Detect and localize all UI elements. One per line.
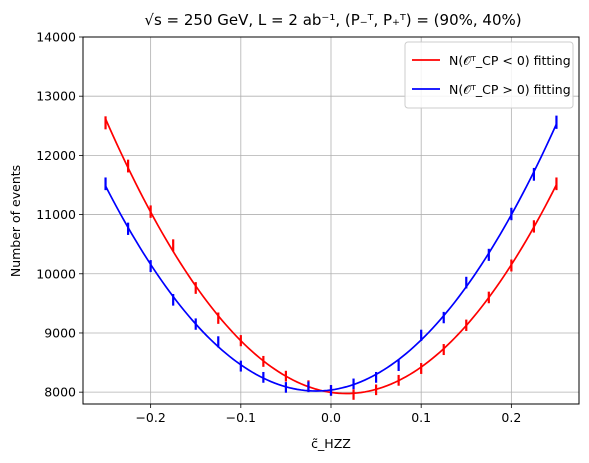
y-tick-label: 12000 [36,148,76,163]
x-axis: −0.2 −0.1 0.0 0.1 0.2 [135,404,521,425]
y-tick-label: 10000 [36,266,76,281]
legend-label-red: N(𝒪ᵀ_CP < 0) fitting [449,53,571,68]
x-axis-title: c̃_HZZ [311,436,351,451]
y-tick-label: 8000 [44,385,76,400]
x-tick-label: −0.1 [226,410,256,425]
y-axis: 8000 9000 10000 11000 12000 13000 14000 [36,30,83,400]
legend: N(𝒪ᵀ_CP < 0) fitting N(𝒪ᵀ_CP > 0) fittin… [404,41,574,109]
x-tick-label: −0.2 [135,410,165,425]
chart-title: √s = 250 GeV, L = 2 ab⁻¹, (P₋ᵀ, P₊ᵀ) = (… [144,11,521,29]
y-tick-label: 9000 [44,325,76,340]
x-tick-label: 0.1 [411,410,431,425]
legend-label-blue: N(𝒪ᵀ_CP > 0) fitting [449,82,571,97]
y-tick-label: 14000 [36,30,76,45]
y-tick-label: 13000 [36,89,76,104]
x-tick-label: 0.2 [501,410,521,425]
x-tick-label: 0.0 [321,410,341,425]
error-bars [104,115,558,400]
y-tick-label: 11000 [36,207,76,222]
legend-box [404,41,574,109]
y-axis-title: Number of events [8,165,23,277]
